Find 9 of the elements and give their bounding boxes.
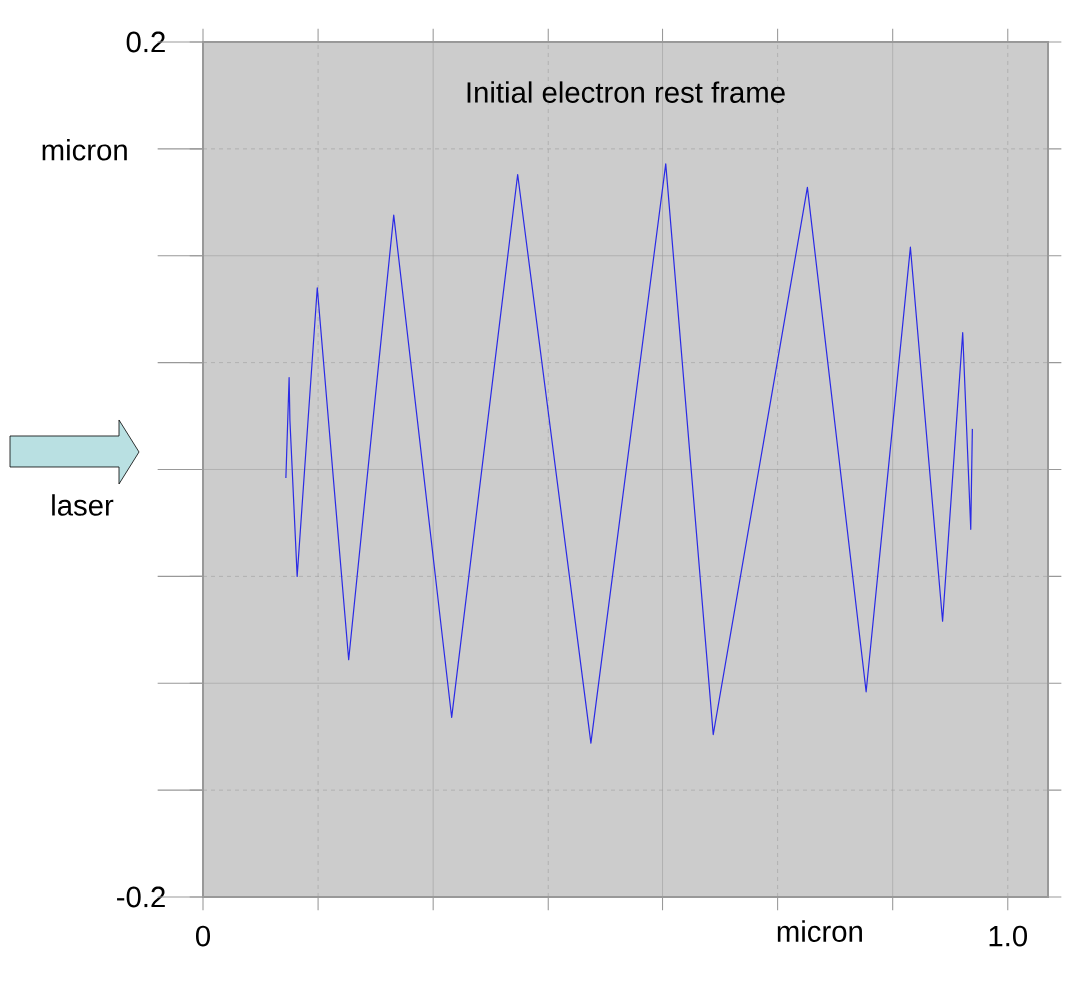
x-tick-label: 1.0 bbox=[989, 925, 1028, 947]
y-tick-label: 0.2 bbox=[126, 31, 165, 53]
y-axis-title: micron bbox=[42, 138, 127, 161]
x-axis-title: micron bbox=[777, 920, 862, 942]
text: Initial electron rest frame bbox=[467, 81, 785, 103]
y-tick-label: -0.2 bbox=[117, 886, 165, 908]
x-tick-label: 0 bbox=[196, 925, 211, 947]
line-series bbox=[285, 163, 973, 744]
text: laser bbox=[52, 494, 114, 516]
